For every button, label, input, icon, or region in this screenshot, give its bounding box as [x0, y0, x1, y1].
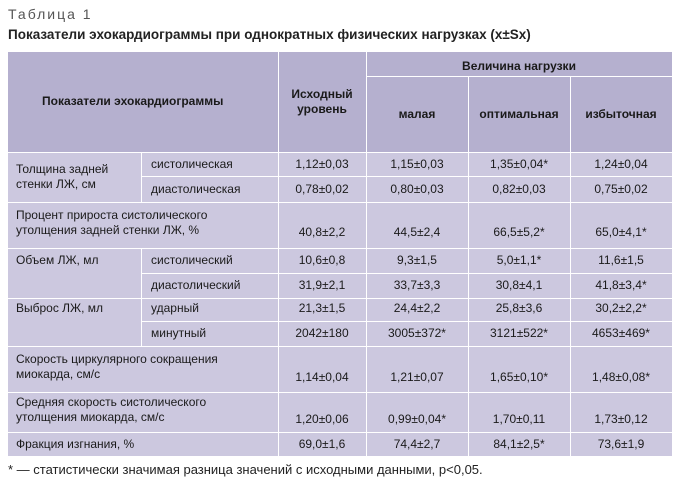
cell-r4-small: 9,3±1,5	[397, 253, 437, 267]
label-average-line1: Средняя скорость систолического	[16, 395, 207, 409]
cell-r4-optimal: 5,0±1,1*	[496, 253, 542, 267]
cell-r9-small: 0,99±0,04*	[388, 412, 446, 426]
cell-r2-excessive: 0,75±0,02	[594, 182, 648, 196]
cell-r2-baseline: 0,78±0,02	[295, 182, 349, 196]
label-percent-increase: Процент прироста систолического утолщени…	[16, 208, 207, 238]
cell-r5-excessive: 41,8±3,4*	[595, 278, 647, 292]
label-circular-speed: Скорость циркулярного сокращения миокард…	[16, 352, 218, 382]
label-percent-line1: Процент прироста систолического	[16, 208, 208, 222]
cell-r1-small: 1,15±0,03	[390, 157, 444, 171]
header-baseline-line1: Исходный	[291, 87, 353, 101]
cell-r5-optimal: 30,8±4,1	[495, 278, 543, 292]
label-thickness-line1: Толщина задней	[16, 162, 109, 176]
sublabel-stroke: ударный	[151, 301, 199, 315]
cell-r10-excessive: 73,6±1,9	[597, 437, 645, 451]
header-baseline-line2: уровень	[297, 102, 347, 116]
cell-r7-small: 3005±372*	[388, 326, 446, 340]
cell-r1-optimal: 1,35±0,04*	[490, 157, 548, 171]
sublabel-diastolic-m: диастолический	[151, 278, 241, 292]
cell-r10-small: 74,4±2,7	[393, 437, 441, 451]
label-average-speed: Средняя скорость систолического утолщени…	[16, 395, 206, 425]
label-thickness-line2: стенки ЛЖ, см	[16, 177, 96, 191]
cell-r8-optimal: 1,65±0,10*	[490, 370, 548, 384]
table-label: Таблица 1	[8, 6, 93, 22]
cell-r3-excessive: 65,0±4,1*	[595, 225, 647, 239]
cell-r4-baseline: 10,6±0,8	[298, 253, 346, 267]
cell-r2-small: 0,80±0,03	[390, 182, 444, 196]
label-output: Выброс ЛЖ, мл	[16, 301, 104, 315]
label-circular-line1: Скорость циркулярного сокращения	[16, 352, 218, 366]
cell-r6-excessive: 30,2±2,2*	[595, 301, 647, 315]
header-small: малая	[398, 107, 436, 121]
cell-r9-baseline: 1,20±0,06	[295, 412, 349, 426]
cell-r8-excessive: 1,48±0,08*	[592, 370, 650, 384]
header-excessive: избыточная	[585, 107, 657, 121]
table-header	[8, 52, 672, 152]
label-average-line2: утолщения миокарда, см/с	[16, 410, 165, 424]
cell-r6-small: 24,4±2,2	[393, 301, 441, 315]
cell-r9-optimal: 1,70±0,11	[492, 412, 546, 426]
header-indicators: Показатели эхокардиограммы	[42, 94, 224, 108]
cell-r10-optimal: 84,1±2,5*	[493, 437, 545, 451]
cell-r3-small: 44,5±2,4	[393, 225, 441, 239]
cell-r8-small: 1,21±0,07	[390, 370, 444, 384]
label-circular-line2: миокарда, см/с	[16, 367, 101, 381]
cell-r9-excessive: 1,73±0,12	[594, 412, 648, 426]
sublabel-systolic-f: систолическая	[151, 157, 233, 171]
data-table: Показатели эхокардиограммы Исходный уров…	[8, 52, 672, 456]
footnote: * — статистически значимая разница значе…	[8, 462, 483, 477]
label-ejection-fraction: Фракция изгнания, %	[16, 437, 135, 451]
cell-r3-optimal: 66,5±5,2*	[493, 225, 545, 239]
cell-r10-baseline: 69,0±1,6	[298, 437, 346, 451]
cell-r7-baseline: 2042±180	[295, 326, 349, 340]
cell-r6-optimal: 25,8±3,6	[495, 301, 543, 315]
cell-r5-baseline: 31,9±2,1	[298, 278, 346, 292]
cell-r8-baseline: 1,14±0,04	[295, 370, 349, 384]
sublabel-diastolic-f: диастолическая	[151, 182, 241, 196]
cell-r6-baseline: 21,3±1,5	[298, 301, 346, 315]
cell-r1-excessive: 1,24±0,04	[594, 157, 648, 171]
label-volume: Объем ЛЖ, мл	[16, 253, 99, 267]
header-load-group: Величина нагрузки	[462, 59, 576, 73]
header-baseline: Исходный уровень	[278, 87, 366, 117]
cell-r2-optimal: 0,82±0,03	[492, 182, 546, 196]
header-optimal: оптимальная	[479, 107, 559, 121]
cell-r7-optimal: 3121±522*	[490, 326, 548, 340]
cell-r3-baseline: 40,8±2,2	[298, 225, 346, 239]
cell-r1-baseline: 1,12±0,03	[295, 157, 349, 171]
label-thickness: Толщина задней стенки ЛЖ, см	[16, 162, 108, 192]
cell-r4-excessive: 11,6±1,5	[598, 253, 644, 267]
sublabel-minute: минутный	[151, 326, 207, 340]
cell-r5-small: 33,7±3,3	[393, 278, 441, 292]
table-title: Показатели эхокардиограммы при однократн…	[8, 27, 531, 42]
label-percent-line2: утолщения задней стенки ЛЖ, %	[16, 223, 200, 237]
sublabel-systolic-m: систолический	[151, 253, 233, 267]
cell-r7-excessive: 4653±469*	[592, 326, 650, 340]
